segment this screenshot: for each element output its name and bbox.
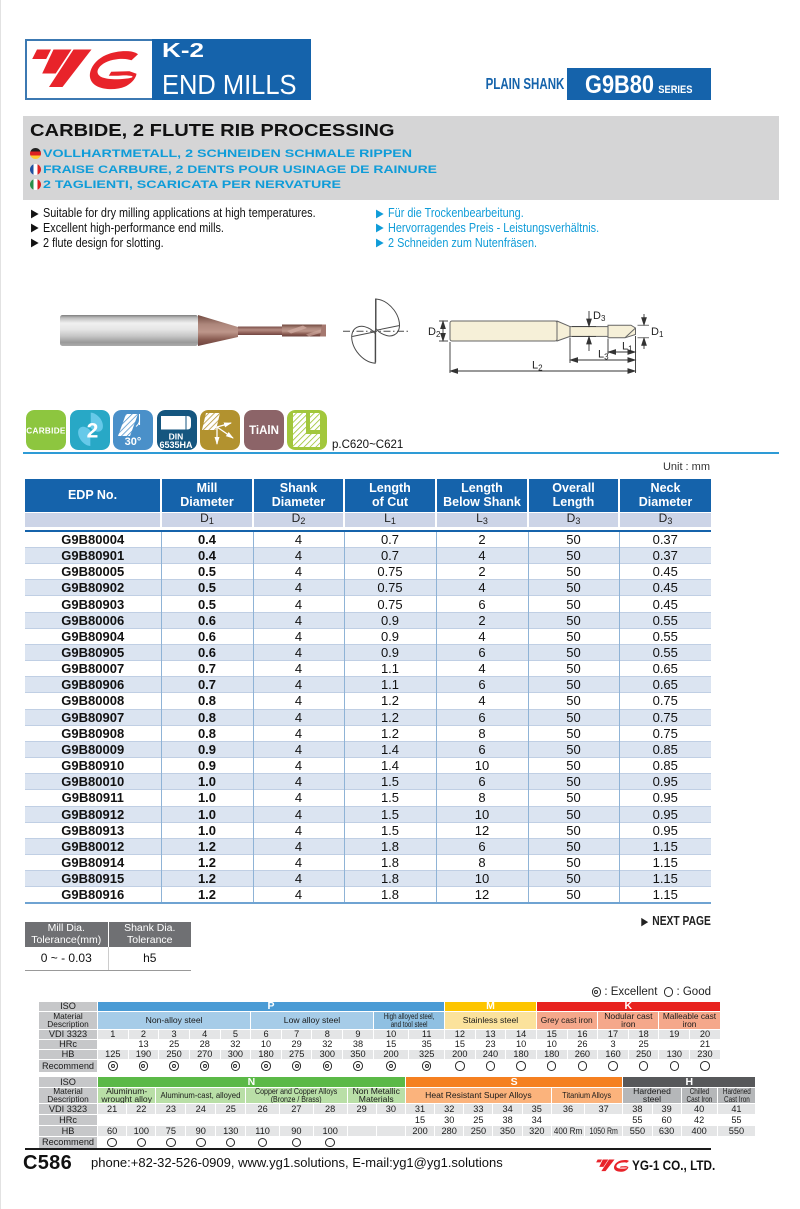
svg-text:L3: L3 — [598, 349, 609, 362]
svg-text:D3: D3 — [593, 310, 606, 323]
svg-text:D2: D2 — [428, 326, 441, 339]
svg-text:D1: D1 — [651, 326, 664, 339]
svg-text:2: 2 — [86, 420, 98, 443]
svg-text:L1: L1 — [622, 341, 633, 354]
svg-text:30°: 30° — [125, 436, 142, 448]
svg-text:DIN: DIN — [168, 432, 183, 442]
svg-text:TiAlN: TiAlN — [249, 425, 279, 437]
svg-text:L2: L2 — [532, 360, 543, 373]
svg-text:6535HA: 6535HA — [159, 440, 193, 450]
svg-text:CARBIDE: CARBIDE — [26, 427, 66, 436]
